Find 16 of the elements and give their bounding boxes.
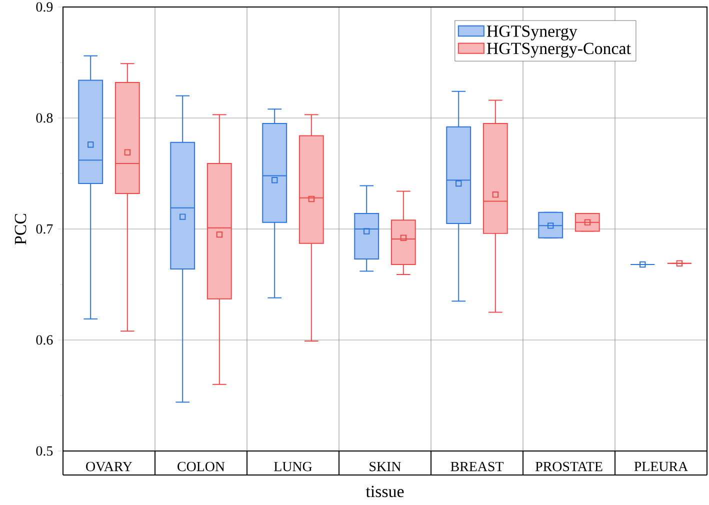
x-tick-label: BREAST: [450, 462, 504, 472]
x-tick-label: PROSTATE: [535, 462, 602, 472]
x-tick-label: SKIN: [370, 462, 401, 472]
legend-label: HGTSynergy: [486, 26, 578, 40]
y-tick-label: 0.9: [36, 2, 53, 12]
x-axis-title: tissue: [366, 486, 404, 498]
y-tick-label: 0.7: [36, 224, 53, 234]
y-tick-label: 0.6: [36, 335, 53, 345]
y-tick-label: 0.8: [36, 113, 53, 123]
y-tick-label: 0.5: [36, 446, 53, 456]
x-tick-label: PLEURA: [634, 462, 688, 472]
x-tick-label: COLON: [178, 462, 225, 472]
x-tick-label: OVARY: [86, 462, 132, 472]
x-tick-label: LUNG: [274, 462, 312, 472]
y-axis-title: PCC: [14, 214, 26, 245]
legend-label: HGTSynergy-Concat: [486, 42, 631, 58]
